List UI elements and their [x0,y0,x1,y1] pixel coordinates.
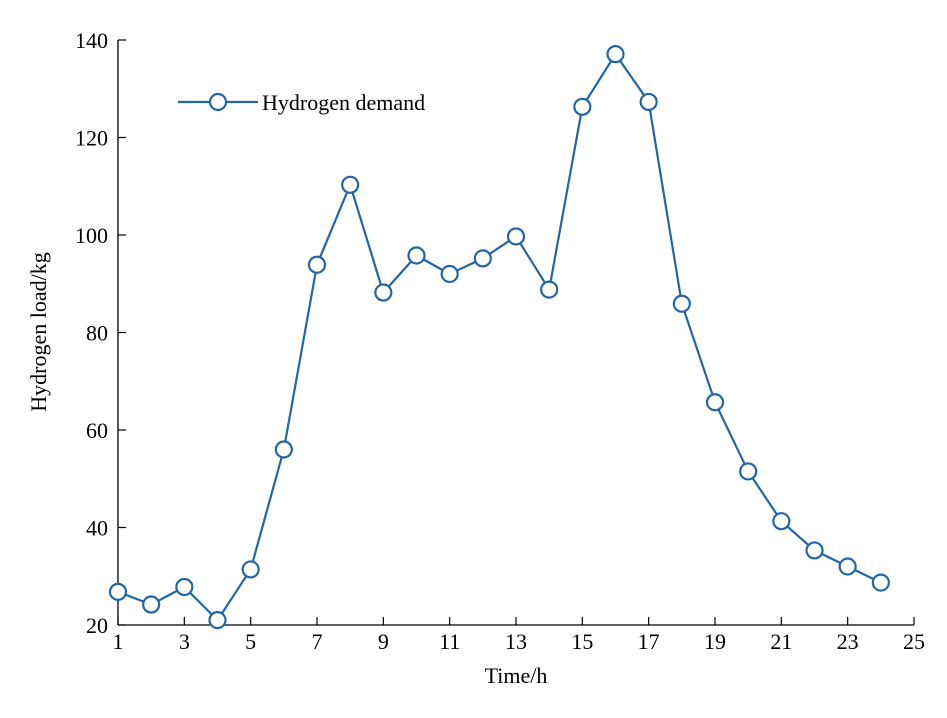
data-point [241,560,260,579]
x-axis-title: Time/h [485,663,548,688]
data-point [274,440,293,459]
data-point [639,92,658,112]
data-point [142,595,161,614]
data-point [772,512,791,531]
data-point [838,557,857,576]
y-tick-label: 140 [75,28,108,53]
axes [117,40,914,626]
data-point [407,246,426,265]
legend: Hydrogen demand [178,90,425,115]
data-point [175,577,194,597]
x-tick-label: 7 [312,629,323,654]
legend-label: Hydrogen demand [262,90,425,115]
data-point [473,249,492,268]
data-point [573,97,592,116]
x-tick-label: 23 [837,629,859,654]
x-tick-label: 25 [903,629,925,654]
data-point [805,541,824,560]
x-tick-label: 11 [439,629,460,654]
x-tick-label: 15 [571,629,593,654]
data-point [506,227,526,246]
y-ticks: 20 40 60 80 100 120 140 [75,28,126,638]
y-tick-label: 100 [75,223,108,248]
y-tick-label: 120 [75,126,108,151]
data-point [540,280,559,299]
x-tick-label: 1 [113,629,124,654]
data-point [208,611,227,630]
x-tick-label: 21 [770,629,792,654]
data-point [705,393,725,412]
y-tick-label: 80 [86,321,108,346]
series-layer [108,45,890,630]
data-point [606,45,625,64]
x-tick-label: 9 [378,629,389,654]
data-point [672,294,691,313]
data-point [374,283,393,302]
y-tick-label: 40 [86,516,108,541]
data-point [307,255,327,274]
x-tick-label: 3 [179,629,190,654]
data-point [440,264,459,284]
data-point [739,462,758,481]
data-point [108,582,128,601]
y-tick-label: 20 [86,613,108,638]
series-line-0 [117,53,882,622]
x-tick-label: 13 [505,629,527,654]
data-point [341,175,360,194]
x-tick-label: 5 [245,629,256,654]
x-ticks: 1 3 5 7 9 11 13 15 17 19 21 23 25 [113,617,925,654]
x-tick-label: 19 [704,629,726,654]
y-axis-title: Hydrogen load/kg [26,252,51,411]
legend-marker [208,92,228,112]
data-point [871,573,890,592]
x-tick-label: 17 [638,629,660,654]
y-tick-label: 60 [86,418,108,443]
